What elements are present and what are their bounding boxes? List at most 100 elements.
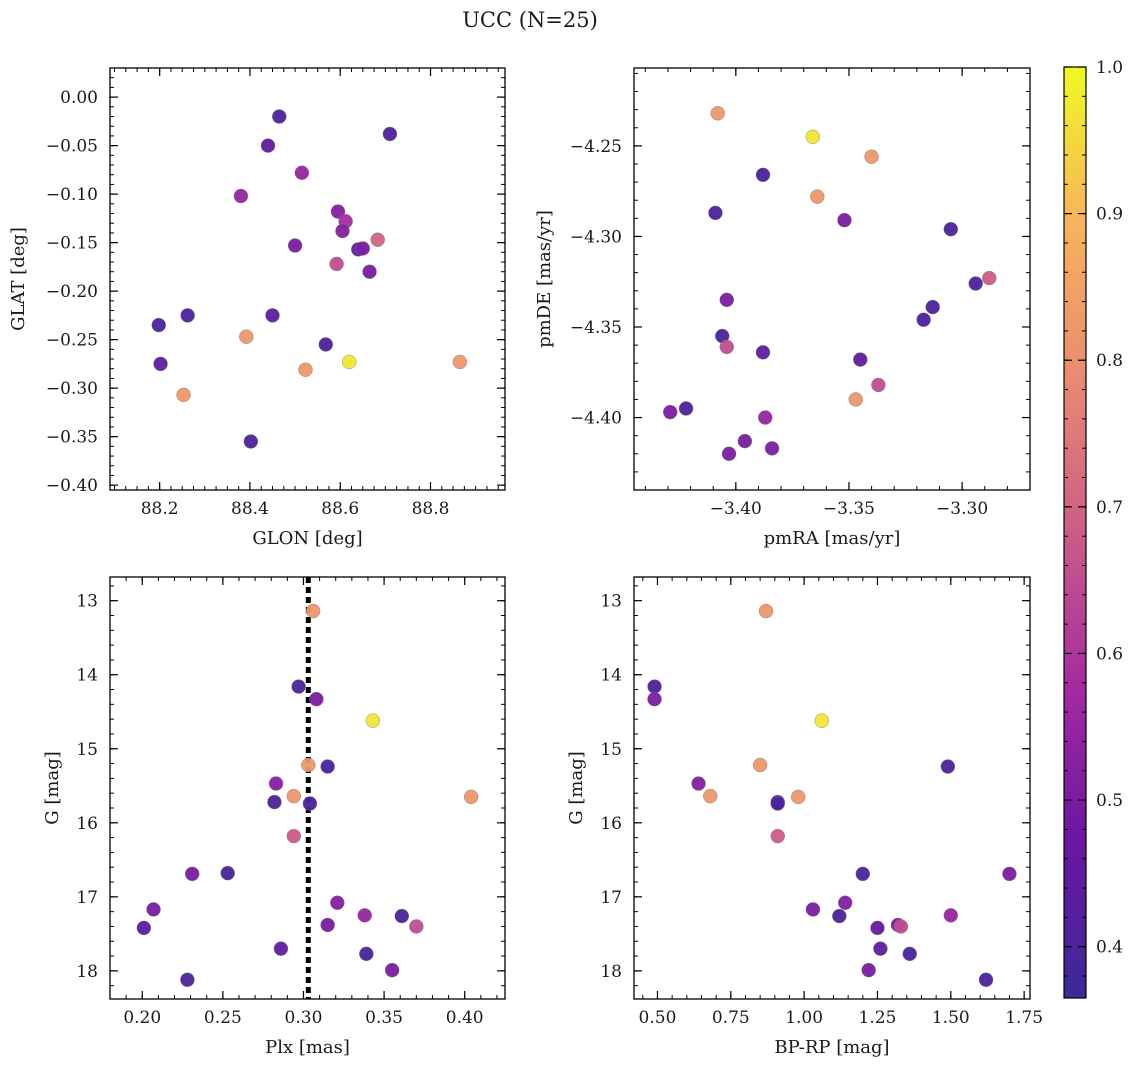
x-axis-label: GLON [deg]	[252, 528, 362, 549]
data-point	[752, 757, 768, 773]
data-point	[870, 920, 885, 936]
axes-frame	[633, 67, 1031, 491]
data-point	[302, 796, 318, 811]
x-tick-label: 1.50	[932, 1008, 970, 1028]
data-point	[384, 962, 400, 978]
data-point	[239, 329, 254, 344]
data-point	[273, 941, 289, 956]
x-tick-label: 0.75	[712, 1008, 750, 1028]
data-point	[305, 603, 321, 619]
data-point	[853, 352, 868, 367]
data-point	[805, 902, 821, 917]
y-tick-label: −0.10	[46, 185, 98, 205]
y-tick-label: 15	[76, 740, 98, 760]
data-point	[770, 796, 785, 811]
data-point	[968, 276, 983, 291]
data-point	[452, 354, 468, 370]
y-tick-label: 16	[76, 814, 98, 834]
colorbar-frame	[1063, 66, 1087, 999]
data-point	[916, 312, 931, 327]
data-points	[151, 109, 468, 449]
y-tick-label: 17	[600, 888, 622, 908]
x-tick-label: 0.40	[446, 1008, 484, 1028]
data-point	[873, 941, 888, 956]
tick-marks	[634, 577, 1030, 999]
data-point	[268, 776, 284, 791]
y-axis-label: G [mag]	[566, 751, 587, 824]
colorbar-tick-label: 0.9	[1096, 205, 1123, 225]
data-point	[320, 917, 335, 933]
data-point	[355, 241, 370, 256]
data-point	[153, 356, 168, 372]
x-tick-label: 0.20	[123, 1008, 161, 1028]
y-tick-label: 14	[76, 666, 98, 686]
x-tick-label: 88.2	[141, 499, 179, 519]
data-point	[832, 908, 847, 924]
data-point	[978, 972, 994, 987]
data-point	[943, 908, 958, 923]
data-point	[180, 308, 195, 323]
data-point	[265, 308, 280, 323]
y-axis-label: pmDE [mas/yr]	[534, 210, 555, 348]
data-point	[330, 895, 345, 910]
colorbar-tick-label: 1.0	[1096, 58, 1123, 78]
x-tick-label: 88.8	[412, 499, 450, 519]
y-tick-label: 13	[76, 592, 98, 612]
figure-title: UCC (N=25)	[462, 8, 598, 32]
data-point	[925, 299, 940, 315]
data-point	[940, 759, 956, 774]
colorbar-tick-label: 0.4	[1096, 938, 1123, 958]
data-point	[663, 404, 678, 420]
data-point	[943, 221, 958, 237]
data-point	[647, 679, 662, 694]
y-tick-label: −0.40	[46, 476, 98, 496]
y-tick-label: −0.05	[46, 137, 98, 157]
data-points	[136, 603, 479, 987]
axes-frame	[109, 67, 506, 491]
data-point	[359, 946, 374, 962]
colorbar-tick-label: 0.7	[1096, 498, 1123, 518]
data-point	[301, 757, 316, 773]
axes-frame	[109, 576, 506, 1000]
x-axis-label: pmRA [mas/yr]	[764, 528, 901, 549]
panel-parallax-magnitude: 0.20 0.25 0.30 0.35 0.40 13 14 15 16 17 18 Plx [mas…	[42, 576, 506, 1058]
colorbar-tick-label: 0.8	[1096, 351, 1123, 371]
x-tick-label: 1.75	[1005, 1008, 1043, 1028]
tick-marks	[110, 67, 505, 490]
data-point	[382, 126, 398, 142]
data-point	[298, 362, 313, 377]
colorbar-tick-label: 0.6	[1096, 644, 1123, 664]
data-point	[260, 138, 276, 153]
data-point	[755, 345, 771, 360]
x-tick-label: 0.35	[365, 1008, 403, 1028]
data-point	[176, 387, 191, 403]
data-point	[770, 828, 785, 844]
y-tick-label: 18	[600, 962, 622, 982]
data-point	[737, 433, 753, 449]
data-point	[893, 919, 909, 934]
colorbar-tick-label: 0.5	[1096, 791, 1123, 811]
data-point	[370, 232, 385, 247]
data-point	[758, 410, 773, 425]
data-point	[394, 908, 410, 924]
x-tick-label: 1.00	[785, 1008, 823, 1028]
data-point	[864, 149, 879, 164]
data-point	[805, 129, 820, 145]
data-points	[663, 106, 997, 461]
x-tick-label: 88.4	[231, 499, 269, 519]
data-point	[719, 339, 734, 355]
y-tick-label: −0.35	[46, 428, 98, 448]
y-tick-label: 14	[600, 666, 622, 686]
data-point	[330, 204, 346, 219]
data-point	[463, 789, 479, 805]
data-point	[180, 972, 195, 987]
y-axis-label: G [mag]	[42, 751, 63, 824]
y-axis-label: GLAT [deg]	[8, 227, 29, 331]
data-point	[342, 354, 357, 370]
data-point	[838, 895, 853, 910]
data-point	[309, 691, 324, 707]
data-point	[335, 223, 350, 239]
data-point	[146, 902, 161, 917]
x-tick-label: −3.40	[710, 499, 762, 519]
